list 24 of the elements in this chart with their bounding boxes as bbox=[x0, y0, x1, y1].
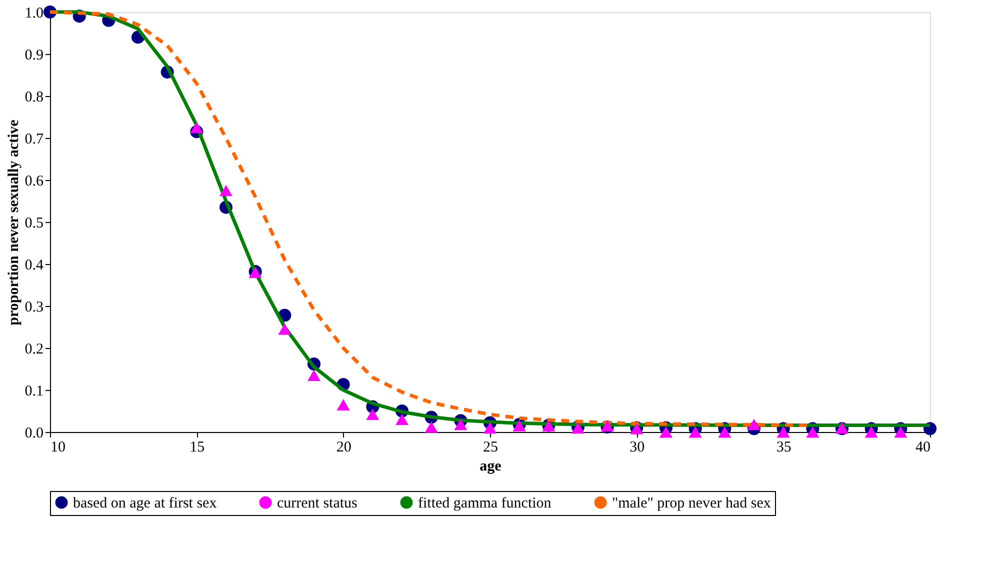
y-tick-label: 1.0 bbox=[24, 6, 44, 22]
x-tick-label: 25 bbox=[483, 440, 498, 456]
y-tick-label: 0.9 bbox=[24, 48, 44, 64]
y-tick-label: 0.1 bbox=[24, 384, 44, 400]
x-tick-label: 15 bbox=[190, 440, 205, 456]
y-tick-label: 0.2 bbox=[24, 342, 44, 358]
x-tick-label: 20 bbox=[336, 440, 352, 456]
legend-label: current status bbox=[277, 496, 358, 512]
x-axis-title: age bbox=[480, 458, 502, 474]
y-axis-title: proportion never sexually active bbox=[6, 119, 22, 326]
legend-label: based on age at first sex bbox=[73, 496, 218, 512]
y-tick-label: 0.3 bbox=[24, 300, 44, 316]
x-tick-label: 40 bbox=[916, 440, 930, 456]
legend-label: fitted gamma function bbox=[418, 496, 552, 512]
x-tick-label: 35 bbox=[776, 440, 792, 456]
y-tick-label: 0.8 bbox=[24, 90, 44, 106]
y-tick-label: 0.5 bbox=[24, 216, 44, 232]
legend-label: "male" prop never had sex bbox=[612, 496, 772, 512]
y-tick-label: 0.4 bbox=[24, 258, 44, 274]
x-tick-label: 10 bbox=[50, 440, 66, 456]
y-tick-label: 0.0 bbox=[24, 426, 44, 442]
y-tick-label: 0.7 bbox=[24, 132, 44, 148]
x-tick-label: 30 bbox=[630, 440, 645, 456]
y-tick-label: 0.6 bbox=[24, 174, 44, 190]
